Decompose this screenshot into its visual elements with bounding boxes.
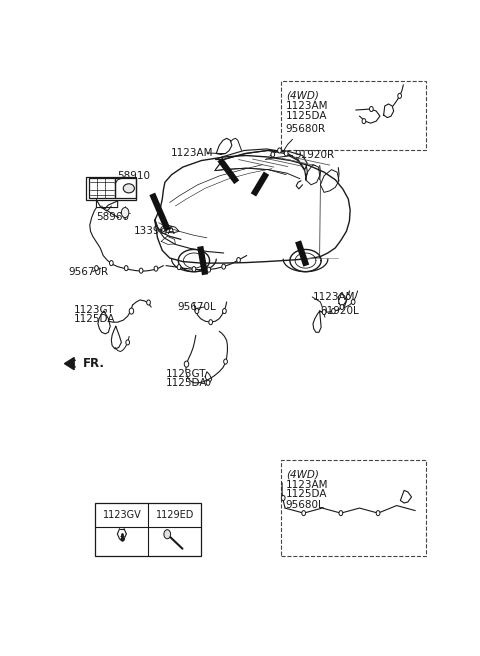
Polygon shape [216,149,307,170]
Circle shape [347,295,350,299]
Circle shape [223,308,226,314]
Text: 91920R: 91920R [294,150,335,161]
Circle shape [154,266,158,271]
Text: FR.: FR. [83,357,105,370]
Circle shape [340,304,344,310]
Circle shape [195,308,199,314]
Circle shape [147,300,150,305]
Bar [115,178,135,198]
Text: 1125DA: 1125DA [286,111,327,121]
Bar [96,503,202,556]
Text: (4WD): (4WD) [286,469,319,479]
Circle shape [370,106,373,112]
Text: 1339GA: 1339GA [133,226,175,236]
Text: 1123AM: 1123AM [313,292,356,302]
Text: 95670R: 95670R [68,267,108,277]
Circle shape [224,359,228,364]
Text: 95680R: 95680R [286,124,326,134]
Circle shape [339,510,343,516]
Circle shape [206,380,210,385]
Circle shape [351,299,355,304]
Circle shape [222,264,226,269]
Circle shape [207,267,211,272]
Circle shape [209,319,213,325]
Circle shape [109,260,113,266]
Bar [86,177,136,200]
Bar [281,81,426,150]
Text: 1123AM: 1123AM [171,148,213,158]
Ellipse shape [123,184,134,193]
Text: 1123GT: 1123GT [74,304,115,315]
Circle shape [332,308,335,314]
Circle shape [277,148,281,153]
Circle shape [302,510,305,516]
Circle shape [177,264,181,270]
Circle shape [192,266,196,272]
Circle shape [284,151,288,156]
Text: 1125DA: 1125DA [166,379,207,388]
Circle shape [121,207,129,218]
Bar [89,178,115,198]
Text: 1129ED: 1129ED [156,510,194,520]
Circle shape [129,308,133,314]
Text: 1123AM: 1123AM [286,480,328,490]
Circle shape [376,510,380,516]
Text: (4WD): (4WD) [286,91,319,100]
Circle shape [139,268,143,273]
Bar [281,460,426,556]
Text: 1123GT: 1123GT [166,369,206,379]
Circle shape [164,529,170,539]
Text: 1123AM: 1123AM [286,102,328,112]
Text: 1123GV: 1123GV [102,510,141,520]
Text: 58960: 58960 [96,212,130,222]
Circle shape [126,340,130,345]
Circle shape [271,152,275,157]
Text: 1125DA: 1125DA [286,489,327,499]
Circle shape [237,258,240,262]
Circle shape [322,310,326,315]
Text: 95670L: 95670L [177,302,216,312]
Text: 95680L: 95680L [286,501,324,510]
Circle shape [95,266,98,271]
Text: 91920L: 91920L [321,306,359,316]
Circle shape [184,361,189,367]
Circle shape [124,266,128,271]
Text: 1125DA: 1125DA [74,314,116,323]
Text: 58910: 58910 [118,171,151,180]
Polygon shape [64,358,74,370]
Circle shape [398,93,401,98]
Circle shape [281,495,285,501]
Circle shape [362,119,366,124]
